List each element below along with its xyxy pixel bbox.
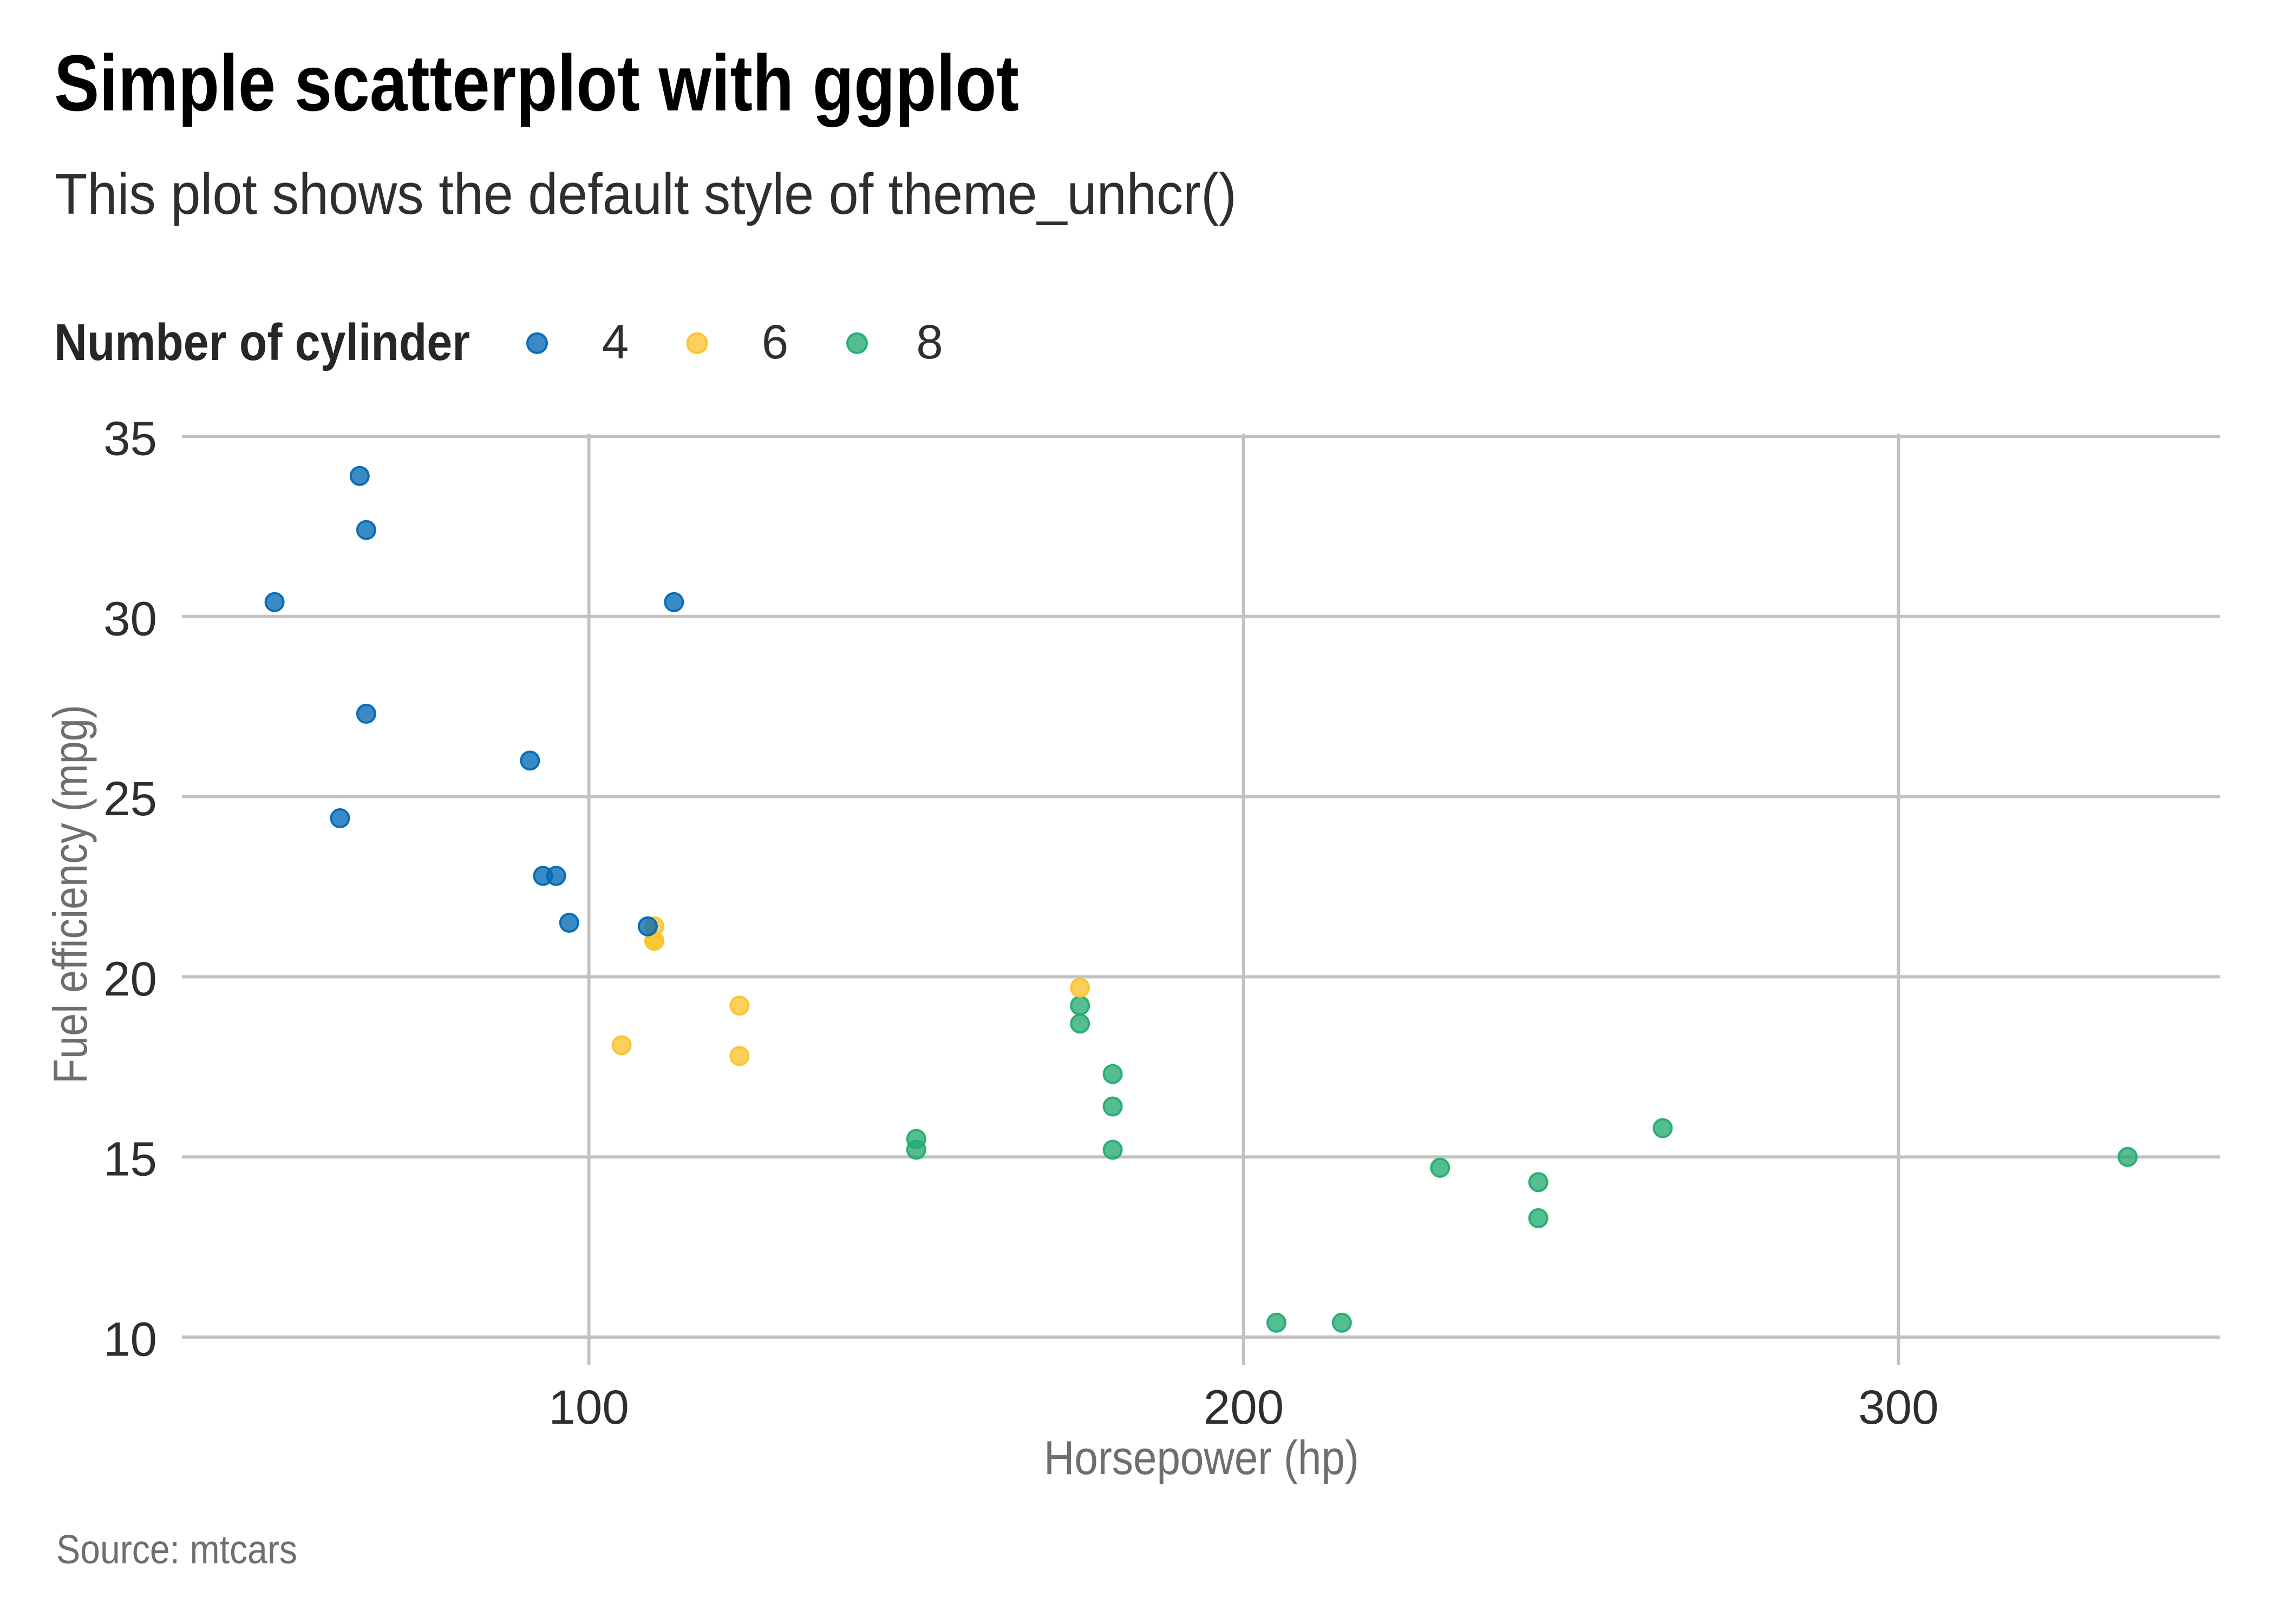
svg-text:Horsepower (hp): Horsepower (hp) bbox=[1044, 1431, 1359, 1484]
svg-text:20: 20 bbox=[103, 952, 157, 1006]
svg-text:100: 100 bbox=[548, 1380, 629, 1434]
svg-text:300: 300 bbox=[1858, 1380, 1939, 1434]
svg-text:Fuel efficiency (mpg): Fuel efficiency (mpg) bbox=[43, 705, 97, 1084]
svg-text:Simple scatterplot with ggplot: Simple scatterplot with ggplot bbox=[54, 39, 1019, 128]
svg-text:25: 25 bbox=[103, 771, 157, 826]
svg-text:4: 4 bbox=[602, 315, 629, 369]
svg-text:15: 15 bbox=[103, 1132, 157, 1186]
svg-text:Number of cylinder: Number of cylinder bbox=[54, 313, 470, 371]
svg-text:10: 10 bbox=[103, 1312, 157, 1366]
svg-text:This plot shows the default st: This plot shows the default style of the… bbox=[55, 161, 1237, 226]
svg-text:30: 30 bbox=[103, 591, 157, 645]
svg-text:8: 8 bbox=[916, 315, 943, 369]
svg-text:35: 35 bbox=[103, 411, 157, 466]
svg-text:200: 200 bbox=[1204, 1380, 1284, 1434]
svg-text:Source: mtcars: Source: mtcars bbox=[56, 1527, 297, 1572]
svg-text:6: 6 bbox=[762, 315, 789, 369]
